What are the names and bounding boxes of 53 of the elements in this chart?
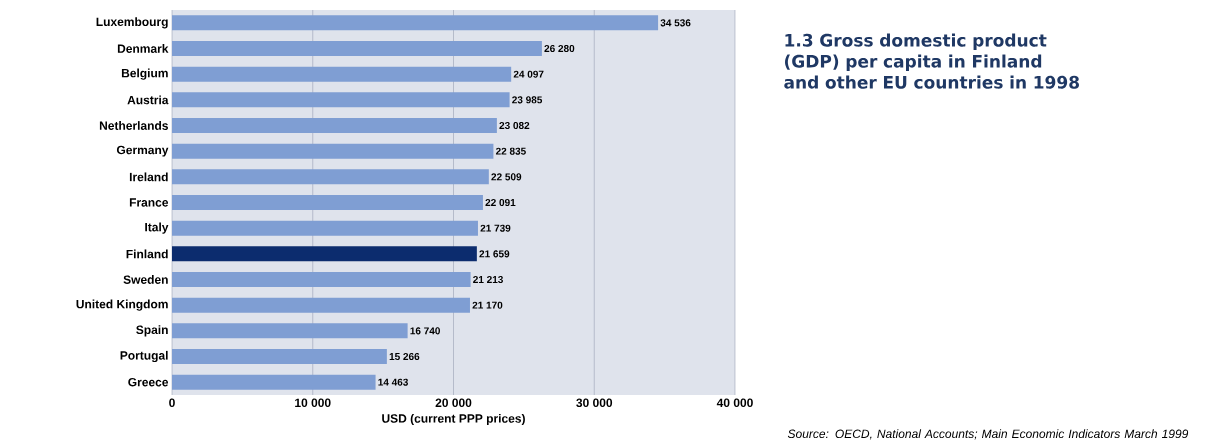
x-tick-label: 40 000 [716,398,753,408]
bar [172,92,510,108]
y-tick-label: Italy [145,222,169,234]
data-label: 34 536 [660,19,691,27]
bar [172,169,489,185]
bar [172,374,376,390]
bar [172,118,497,133]
x-tick-label: 10 000 [295,398,331,408]
y-tick-label: United Kingdom [76,299,168,311]
data-label: 24 097 [513,70,544,78]
x-tick-label: 20 000 [435,398,472,408]
y-tick-label: Greece [128,377,169,387]
data-label: 21 739 [480,224,511,232]
bar [172,349,387,365]
x-tick-label: 0 [169,398,175,408]
bar [172,246,477,262]
data-label: 22 509 [491,173,522,181]
data-label: 26 280 [544,44,575,53]
y-tick-label: Sweden [123,275,168,284]
y-tick-label: Netherlands [99,121,168,130]
y-tick-label: Portugal [120,350,168,363]
y-tick-label: Germany [116,145,169,157]
bar [172,66,512,82]
data-label: 15 266 [389,352,420,361]
bar [172,143,494,159]
y-tick-label: Spain [136,325,168,337]
data-label: 21 659 [479,250,510,258]
bar [172,195,483,211]
y-tick-label: Austria [127,95,169,105]
bar [172,297,470,313]
x-axis-title: USD (current PPP prices) [382,413,525,426]
y-tick-label: Finland [126,249,168,259]
bar [172,272,471,288]
data-label: 21 170 [472,301,503,309]
data-label: 14 463 [378,378,408,386]
text: 1.3 Gross domestic product (GDP) per capita in Finland and other EU countries in 1998 [784,33,1079,89]
data-label: 23 985 [512,96,543,104]
bar [172,41,542,57]
data-label: 23 082 [499,121,530,130]
data-label: 21 213 [473,275,503,284]
data-label: 22 091 [485,198,516,207]
data-label: 22 835 [495,147,526,155]
bar [172,220,478,236]
data-label: 16 740 [410,327,440,335]
x-tick-label: 30 000 [576,398,613,408]
y-tick-label: Ireland [129,172,168,182]
bar [172,15,659,31]
y-tick-label: Luxembourg [96,17,168,29]
y-tick-label: Belgium [121,68,168,80]
y-tick-label: France [129,198,169,207]
y-tick-label: Denmark [117,44,169,53]
bar [172,323,408,339]
source-note: Source: OECD, National Accounts; Main Economic Indicators March 1999 [787,429,1189,440]
